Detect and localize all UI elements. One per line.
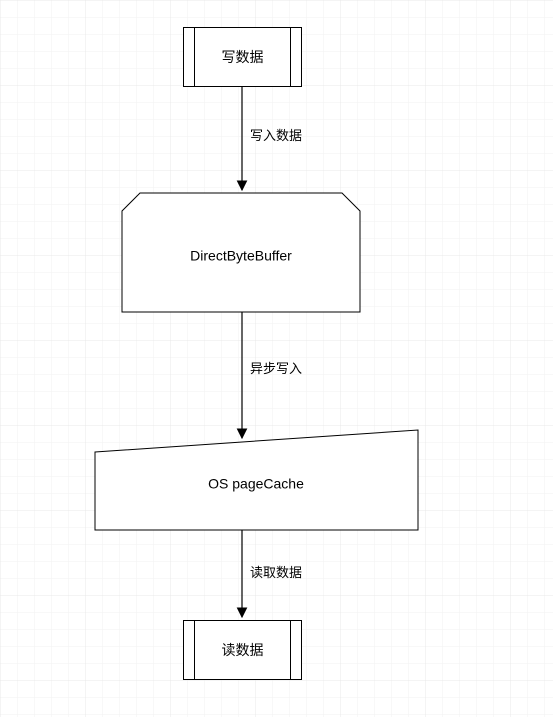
node-write-data-label: 写数据 [222,47,264,67]
node-write-data: 写数据 [183,27,302,87]
node-read-data: 读数据 [183,620,302,680]
edge-label-read: 读取数据 [250,562,302,581]
node-read-data-label: 读数据 [222,640,264,660]
edge-label-async: 异步写入 [250,358,302,377]
flowchart-diagram: 写数据 读数据 写入数据 异步写入 读取数据 [0,0,553,717]
edge-label-write: 写入数据 [250,125,302,144]
